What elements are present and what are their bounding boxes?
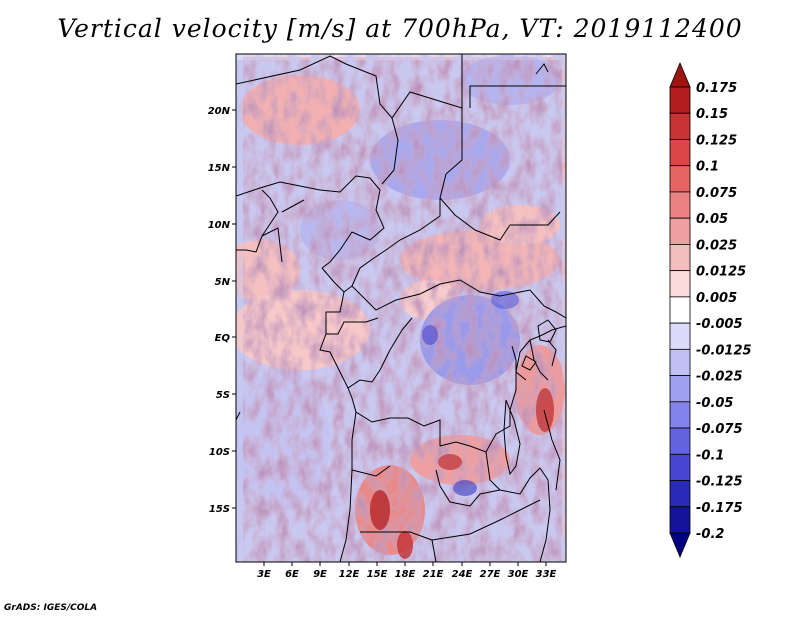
colorbar-segment bbox=[669, 86, 691, 114]
lon-tick-label: 30E bbox=[508, 569, 529, 580]
colorbar-segment bbox=[669, 191, 691, 219]
colorbar-label: -0.0125 bbox=[696, 343, 752, 358]
colorbar-label: 0.175 bbox=[696, 81, 737, 96]
lat-tick-label: 15N bbox=[208, 163, 231, 174]
lat-tick-label: 10S bbox=[209, 447, 230, 458]
longitude-axis: 3E 6E 9E 12E 15E 18E 21E 24E 27E 30E 33E bbox=[257, 569, 556, 580]
country-borders bbox=[236, 54, 566, 562]
colorbar-label: 0.025 bbox=[696, 238, 737, 253]
lon-tick-label: 18E bbox=[395, 569, 416, 580]
colorbar-segment bbox=[669, 348, 691, 376]
colorbar-segment bbox=[669, 375, 691, 403]
colorbar-min-triangle bbox=[669, 532, 691, 559]
colorbar-segment bbox=[669, 401, 691, 429]
lat-tick-label: 15S bbox=[209, 504, 230, 515]
colorbar-label: -0.125 bbox=[696, 475, 743, 490]
colorbar-label: 0.075 bbox=[696, 186, 737, 201]
colorbar-segment bbox=[669, 506, 691, 534]
colorbar-label: 0.1 bbox=[696, 160, 719, 175]
colorbar-label: -0.2 bbox=[696, 527, 724, 542]
colorbar-label: 0.15 bbox=[696, 107, 728, 122]
lon-tick-label: 9E bbox=[313, 569, 327, 580]
lon-tick-label: 12E bbox=[339, 569, 360, 580]
lat-tick-label: 5N bbox=[215, 277, 231, 288]
colorbar-label: -0.1 bbox=[696, 448, 724, 463]
vertical-velocity-field bbox=[236, 54, 566, 562]
colorbar-label: 0.0125 bbox=[696, 265, 746, 280]
lon-tick-label: 21E bbox=[423, 569, 444, 580]
colorbar-label: -0.005 bbox=[696, 317, 743, 332]
colorbar-segment bbox=[669, 296, 691, 324]
lon-tick-label: 3E bbox=[257, 569, 271, 580]
lon-tick-label: 6E bbox=[285, 569, 299, 580]
latitude-axis: 20N 15N 10N 5N EQ 5S 10S 15S bbox=[208, 106, 231, 515]
plot-frame bbox=[235, 53, 567, 563]
map-title: Vertical velocity [m/s] at 700hPa, VT: 2… bbox=[57, 14, 743, 43]
lat-tick-label: 20N bbox=[208, 106, 231, 117]
colorbar-segment bbox=[669, 427, 691, 455]
colorbar-label: 0.005 bbox=[696, 291, 737, 306]
colorbar-segment bbox=[669, 322, 691, 350]
colorbar-label: -0.175 bbox=[696, 501, 743, 516]
colorbar-segment bbox=[669, 217, 691, 245]
colorbar-label: -0.075 bbox=[696, 422, 743, 437]
lon-tick-label: 15E bbox=[367, 569, 388, 580]
colorbar-segment bbox=[669, 112, 691, 140]
colorbar-label: -0.025 bbox=[696, 370, 743, 385]
grads-credit: GrADS: IGES/COLA bbox=[4, 603, 98, 613]
lat-tick-label: 10N bbox=[208, 220, 231, 231]
lon-tick-label: 27E bbox=[480, 569, 501, 580]
lon-tick-label: 33E bbox=[536, 569, 557, 580]
colorbar-label: 0.05 bbox=[696, 212, 728, 227]
colorbar-segment bbox=[669, 480, 691, 508]
colorbar-label: -0.05 bbox=[696, 396, 733, 411]
colorbar-segment bbox=[669, 453, 691, 481]
colorbar-segment bbox=[669, 244, 691, 272]
colorbar-segment bbox=[669, 270, 691, 298]
axis-ticks bbox=[232, 109, 547, 566]
colorbar-max-triangle bbox=[669, 61, 691, 88]
colorbar: 0.175 0.15 0.125 0.1 0.075 0.05 0.025 0.0125 0.0… bbox=[669, 61, 752, 559]
colorbar-segment bbox=[669, 165, 691, 193]
lat-tick-label: EQ bbox=[215, 333, 231, 344]
lat-tick-label: 5S bbox=[216, 390, 230, 401]
colorbar-label: 0.125 bbox=[696, 133, 737, 148]
colorbar-segment bbox=[669, 139, 691, 167]
lon-tick-label: 24E bbox=[452, 569, 473, 580]
